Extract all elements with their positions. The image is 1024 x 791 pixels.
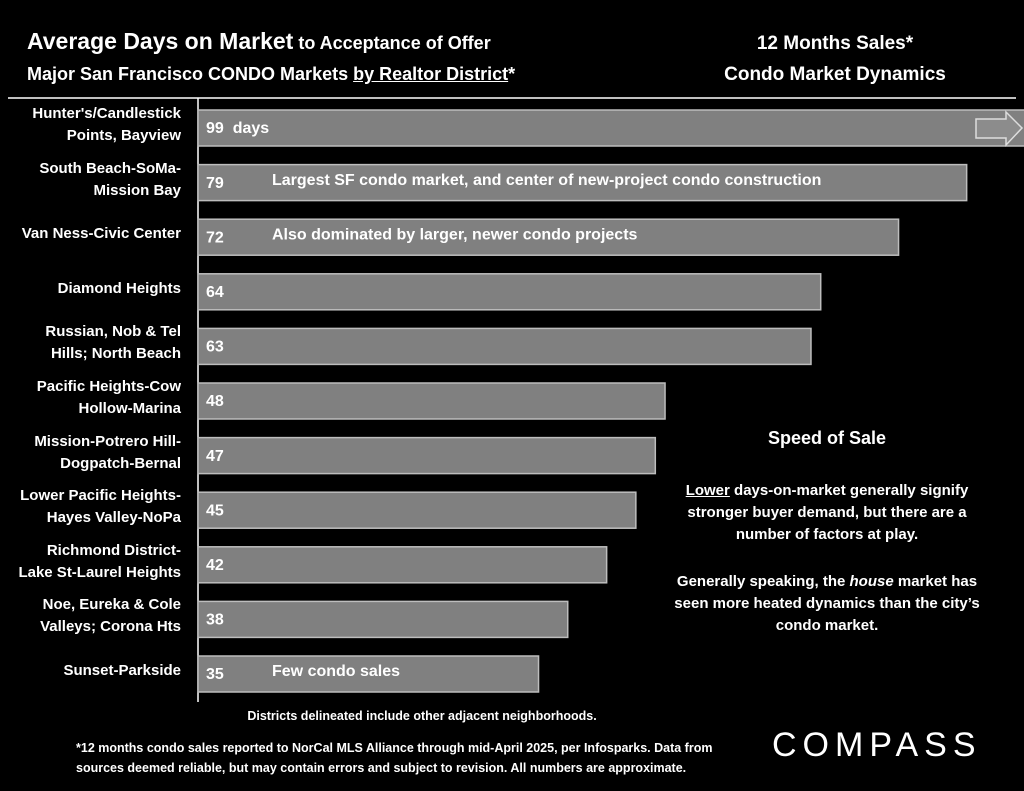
- bar: [197, 436, 657, 475]
- category-label: South Beach-SoMa- Mission Bay: [39, 159, 181, 199]
- bar: [197, 273, 822, 311]
- side-paragraph: Lower days-on-market generally signify s…: [672, 480, 982, 546]
- text: market has seen more heated dynamics tha…: [674, 573, 980, 634]
- category-label: Hunter's/Candlestick Points, Bayview: [32, 105, 181, 144]
- value-label: 72: [206, 229, 224, 246]
- category-label: Pacific Heights-Cow Hollow-Marina: [36, 378, 181, 417]
- value-label: 63: [206, 339, 224, 356]
- value-label: 47: [206, 448, 224, 465]
- bar-note: Few condo sales: [272, 663, 400, 680]
- bars: 99 days 79 Largest SF condo market, and ce…: [197, 109, 1024, 693]
- bar: [197, 655, 540, 693]
- side-title: Speed of Sale: [767, 428, 887, 448]
- category-label: Richmond District- Lake St-Laurel Height…: [18, 541, 181, 581]
- title: Average Days on Market to Acceptance of …: [27, 26, 515, 59]
- bar: [197, 546, 608, 584]
- bar: [197, 163, 968, 202]
- emphasis: house: [849, 573, 894, 590]
- category-label: Noe, Eureka & Cole Valleys; Corona Hts: [40, 596, 181, 636]
- text: days-on-market generally signify stronge…: [687, 482, 969, 543]
- subtitle-part: Major San Francisco CONDO Markets: [27, 64, 354, 84]
- subtitle: Major San Francisco CONDO Markets by Rea…: [27, 59, 515, 90]
- bar: [197, 218, 900, 256]
- value-label: 42: [206, 557, 224, 574]
- side-header-line: 12 Months Sales*: [756, 33, 914, 54]
- value-label: 38: [206, 612, 224, 629]
- category-label: Diamond Heights: [57, 279, 181, 297]
- logo: COMPASS: [772, 726, 982, 764]
- note: Districts delineated include other adjac…: [247, 709, 597, 723]
- side-header-line: Condo Market Dynamics: [724, 64, 946, 85]
- bar: [197, 382, 666, 420]
- side-header: 12 Months Sales* Condo Market Dynamics: [690, 28, 980, 90]
- category-label: Russian, Nob & Tel Hills; North Beach: [45, 323, 181, 363]
- subtitle-underlined: by Realtor District: [353, 64, 509, 84]
- value-label: 79: [206, 175, 224, 192]
- value-label: 99 days: [206, 120, 269, 137]
- text: Generally speaking, the: [676, 573, 850, 590]
- bar: [197, 600, 569, 639]
- footnote: *12 months condo sales reported to NorCa…: [76, 741, 713, 775]
- title-main: Average Days on Market: [27, 28, 294, 54]
- category-label: Van Ness-Civic Center: [21, 225, 181, 243]
- side-paragraph: Generally speaking, the house market has…: [672, 571, 982, 637]
- title-block: Average Days on Market to Acceptance of …: [27, 26, 515, 90]
- value-label: 64: [206, 284, 224, 301]
- bar: [197, 491, 637, 529]
- category-label: Sunset-Parkside: [63, 662, 181, 679]
- bar-note: Also dominated by larger, newer condo pr…: [272, 226, 638, 243]
- category-label: Mission-Potrero Hill- Dogpatch-Bernal: [34, 432, 181, 472]
- bar-note: Largest SF condo market, and center of n…: [272, 172, 821, 189]
- value-label: 45: [206, 502, 224, 519]
- title-rest: to Acceptance of Offer: [293, 33, 491, 53]
- category-label: Lower Pacific Heights- Hayes Valley-NoPa: [20, 487, 181, 527]
- bar: [197, 327, 812, 366]
- emphasis: Lower: [685, 482, 730, 499]
- value-label: 48: [206, 393, 224, 410]
- bar: [197, 109, 1024, 147]
- value-label: 35: [206, 666, 224, 683]
- subtitle-part: *: [508, 64, 516, 84]
- overflow-arrow: [975, 110, 1024, 147]
